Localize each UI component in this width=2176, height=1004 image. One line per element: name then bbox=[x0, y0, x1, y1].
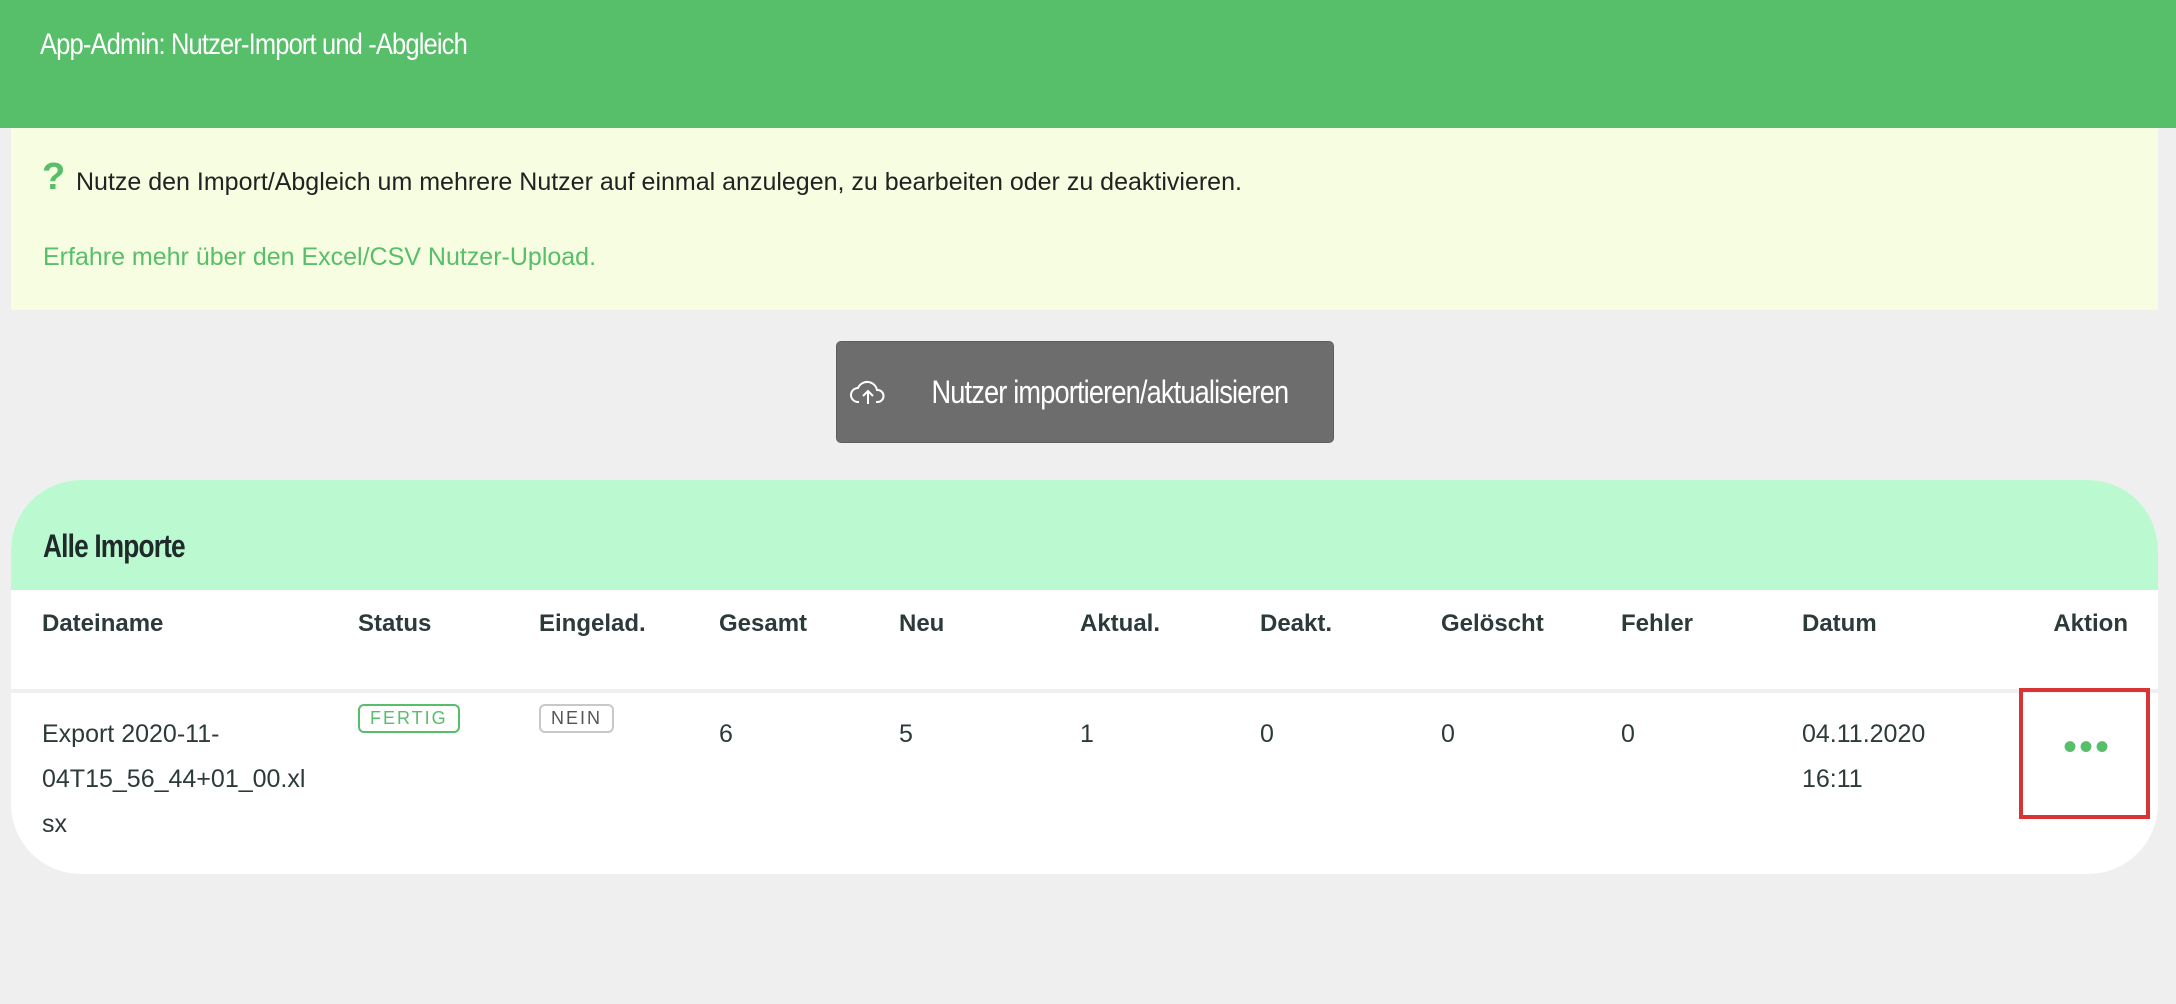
col-header-errors: Fehler bbox=[1621, 610, 1694, 637]
top-bar: App-Admin: Nutzer-Import und -Abgleich bbox=[0, 0, 2176, 128]
filename-line: 04T15_56_44+01_00.xl bbox=[42, 765, 306, 793]
col-header-action: Aktion bbox=[2053, 610, 2128, 637]
col-header-total: Gesamt bbox=[719, 610, 808, 637]
page-title: App-Admin: Nutzer-Import und -Abgleich bbox=[40, 28, 468, 61]
col-header-updated: Aktual. bbox=[1080, 610, 1161, 637]
imports-title: Alle Importe bbox=[43, 528, 186, 564]
time-value: 16:11 bbox=[1802, 765, 1863, 793]
col-header-date: Datum bbox=[1802, 610, 1877, 637]
cell-updated: 1 bbox=[1080, 720, 1094, 748]
header-divider bbox=[11, 689, 2158, 693]
col-header-new: Neu bbox=[899, 610, 945, 637]
col-header-deleted: Gelöscht bbox=[1441, 610, 1544, 637]
filename-line: Export 2020-11- bbox=[42, 720, 220, 748]
question-mark-icon: ? bbox=[42, 156, 66, 198]
cell-total: 6 bbox=[719, 720, 733, 748]
invited-badge: NEIN bbox=[539, 704, 615, 733]
info-box: ? Nutze den Import/Abgleich um mehrere N… bbox=[11, 128, 2158, 310]
status-badge: FERTIG bbox=[358, 704, 460, 733]
imports-card-header: Alle Importe bbox=[11, 480, 2158, 590]
col-header-invited: Eingelad. bbox=[539, 610, 646, 637]
cell-deactivated: 0 bbox=[1260, 720, 1274, 748]
cell-errors: 0 bbox=[1621, 720, 1635, 748]
highlight-box bbox=[2019, 688, 2150, 819]
import-users-button[interactable]: Nutzer importieren/aktualisieren bbox=[836, 341, 1334, 443]
cell-date: 04.11.2020 16:11 bbox=[1802, 712, 1925, 802]
filename-line: sx bbox=[42, 810, 67, 838]
cell-deleted: 0 bbox=[1441, 720, 1455, 748]
col-header-status: Status bbox=[358, 610, 432, 637]
col-header-deactivated: Deakt. bbox=[1260, 610, 1333, 637]
import-users-label: Nutzer importieren/aktualisieren bbox=[931, 373, 1290, 410]
learn-more-link[interactable]: Erfahre mehr über den Excel/CSV Nutzer-U… bbox=[43, 243, 597, 271]
more-actions-icon[interactable]: ••• bbox=[2063, 725, 2112, 769]
cloud-upload-icon bbox=[850, 380, 885, 404]
imports-card: Alle Importe Dateiname Status Eingelad. … bbox=[11, 480, 2158, 874]
info-text: Nutze den Import/Abgleich um mehrere Nut… bbox=[76, 168, 1242, 196]
date-value: 04.11.2020 bbox=[1802, 720, 1926, 748]
cell-new: 5 bbox=[899, 720, 913, 748]
col-header-filename: Dateiname bbox=[42, 610, 164, 637]
cell-filename: Export 2020-11- 04T15_56_44+01_00.xl sx bbox=[42, 712, 305, 847]
